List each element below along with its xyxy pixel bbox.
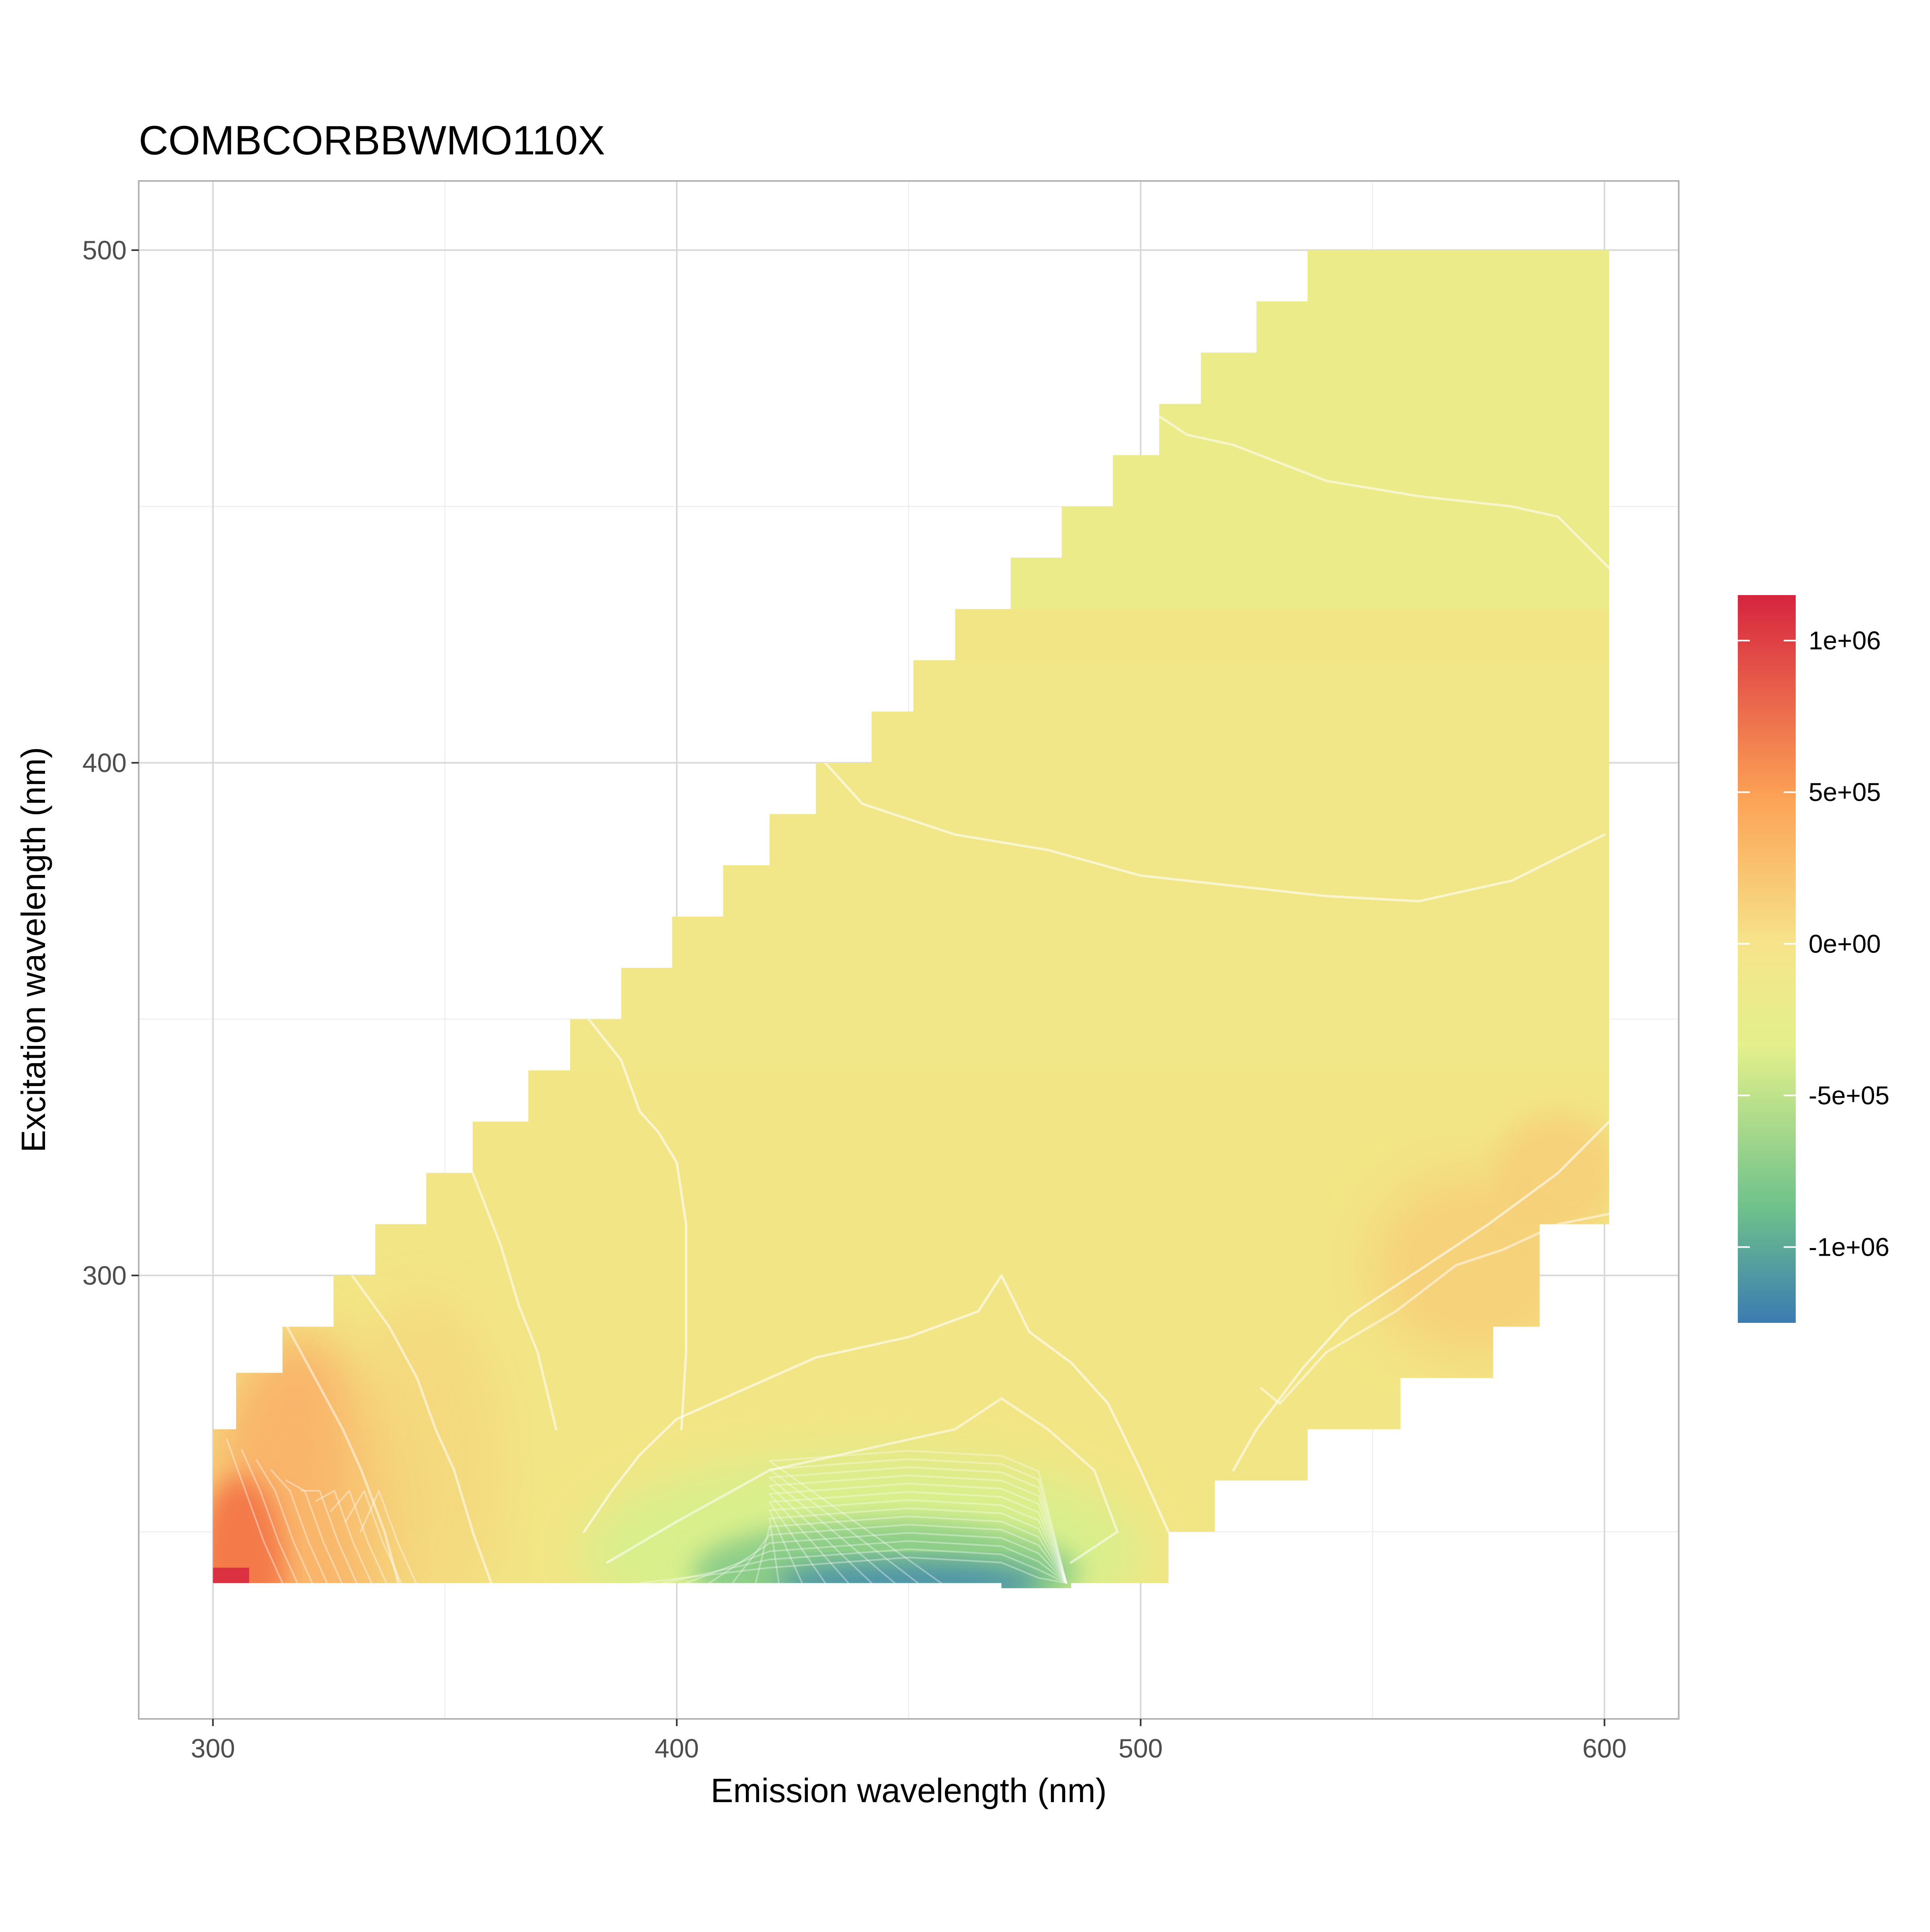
y-tick-label: 300 xyxy=(82,1261,127,1290)
contour-line xyxy=(330,1490,388,1584)
contour-line xyxy=(226,1439,283,1584)
contour-line xyxy=(768,1482,1068,1584)
legend-tick-label: 0e+00 xyxy=(1809,929,1881,958)
contour-line xyxy=(583,1274,1170,1533)
heat-warm-shoulder xyxy=(341,1301,502,1588)
contour-line xyxy=(345,1490,402,1584)
contour-line xyxy=(639,1556,1068,1584)
contour-line xyxy=(731,1523,1068,1584)
contour-line xyxy=(351,1274,493,1585)
legend-tick-label: 1e+06 xyxy=(1809,626,1881,655)
x-tick-label: 500 xyxy=(1119,1733,1163,1763)
y-axis-label: Excitation wavelength (nm) xyxy=(14,747,52,1152)
contour-line xyxy=(285,1480,343,1584)
x-axis: 300 400 500 600 xyxy=(191,1719,1626,1763)
y-tick-label: 500 xyxy=(82,235,127,265)
contour-line xyxy=(824,762,1606,903)
x-tick-label: 600 xyxy=(1582,1733,1626,1763)
color-legend: 1e+06 5e+05 0e+00 -5e+05 -1e+06 xyxy=(1738,595,1889,1323)
contour-line xyxy=(606,1397,1119,1564)
contour-line xyxy=(300,1490,358,1584)
contour-line xyxy=(768,1491,1068,1584)
legend-colorbar xyxy=(1738,595,1796,1323)
contour-line xyxy=(359,1490,417,1584)
contour-line xyxy=(315,1490,373,1584)
legend-tick-label: -1e+06 xyxy=(1809,1232,1889,1261)
contour-line xyxy=(768,1458,1068,1584)
x-tick-label: 300 xyxy=(191,1733,235,1763)
contour-line xyxy=(662,1548,1068,1584)
chart-title: COMBCORBBWMO110X xyxy=(139,117,605,163)
contour-line xyxy=(587,1018,688,1431)
contour-line xyxy=(286,1325,400,1585)
contour-line xyxy=(471,1172,558,1431)
panel-border xyxy=(138,180,1680,1720)
contour-line xyxy=(755,1515,1068,1584)
contour-line xyxy=(768,1450,1068,1584)
contour-line xyxy=(241,1449,298,1584)
y-axis: 300 400 500 xyxy=(82,235,139,1290)
contour-line xyxy=(270,1469,328,1584)
legend-tick-label: 5e+05 xyxy=(1809,778,1881,807)
contour-line xyxy=(1232,1120,1609,1472)
contour-line xyxy=(768,1499,1068,1584)
legend-tick-label: -5e+05 xyxy=(1809,1081,1889,1110)
x-tick-label: 400 xyxy=(655,1733,699,1763)
contour-line xyxy=(256,1459,313,1584)
contour-line xyxy=(708,1532,1068,1584)
contour-line xyxy=(768,1507,1068,1584)
contour-lines xyxy=(226,250,1609,1585)
contour-line xyxy=(768,1474,1068,1584)
x-axis-label: Emission wavelength (nm) xyxy=(710,1772,1107,1809)
contour-line xyxy=(685,1540,1068,1584)
heat-negative-core xyxy=(776,1561,1041,1588)
contour-line xyxy=(768,1466,1068,1584)
y-tick-label: 400 xyxy=(82,748,127,778)
